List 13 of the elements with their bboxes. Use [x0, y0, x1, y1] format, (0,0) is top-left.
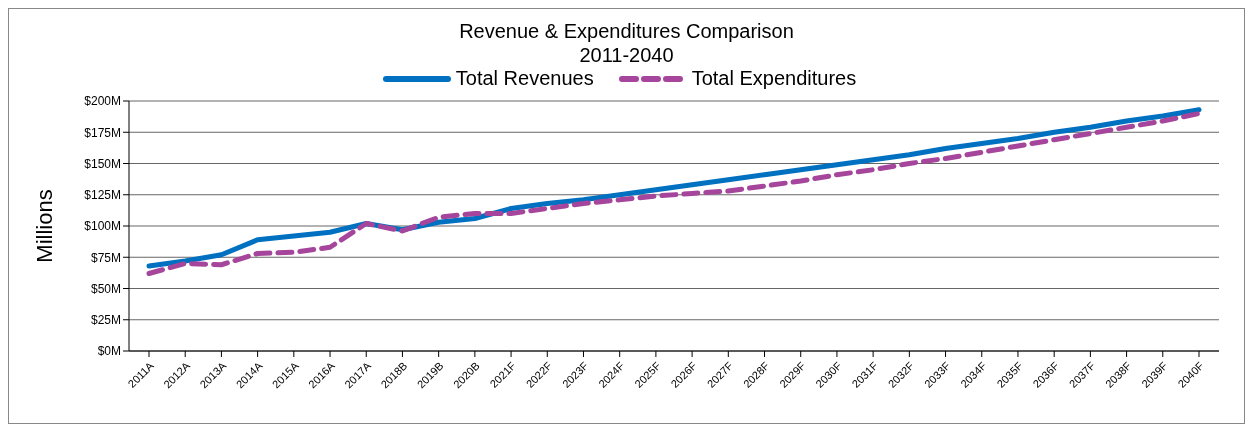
y-tick-label: $75M	[90, 250, 121, 265]
legend-label: Total Revenues	[455, 67, 594, 90]
y-tick-label: $125M	[84, 188, 121, 203]
y-tick-label: $150M	[84, 156, 121, 171]
y-tick-label: $100M	[84, 219, 121, 234]
y-tick-label: $175M	[84, 125, 121, 140]
legend-label: Total Expenditures	[691, 67, 857, 90]
y-tick-label: $200M	[84, 94, 121, 109]
chart-title: Revenue & Expenditures Comparison 2011-2040	[458, 19, 795, 67]
y-axis-title: Millions	[31, 189, 57, 263]
y-tick-label: $50M	[90, 281, 121, 296]
y-tick-label: $0M	[97, 344, 121, 359]
y-tick-label: $25M	[90, 313, 121, 328]
